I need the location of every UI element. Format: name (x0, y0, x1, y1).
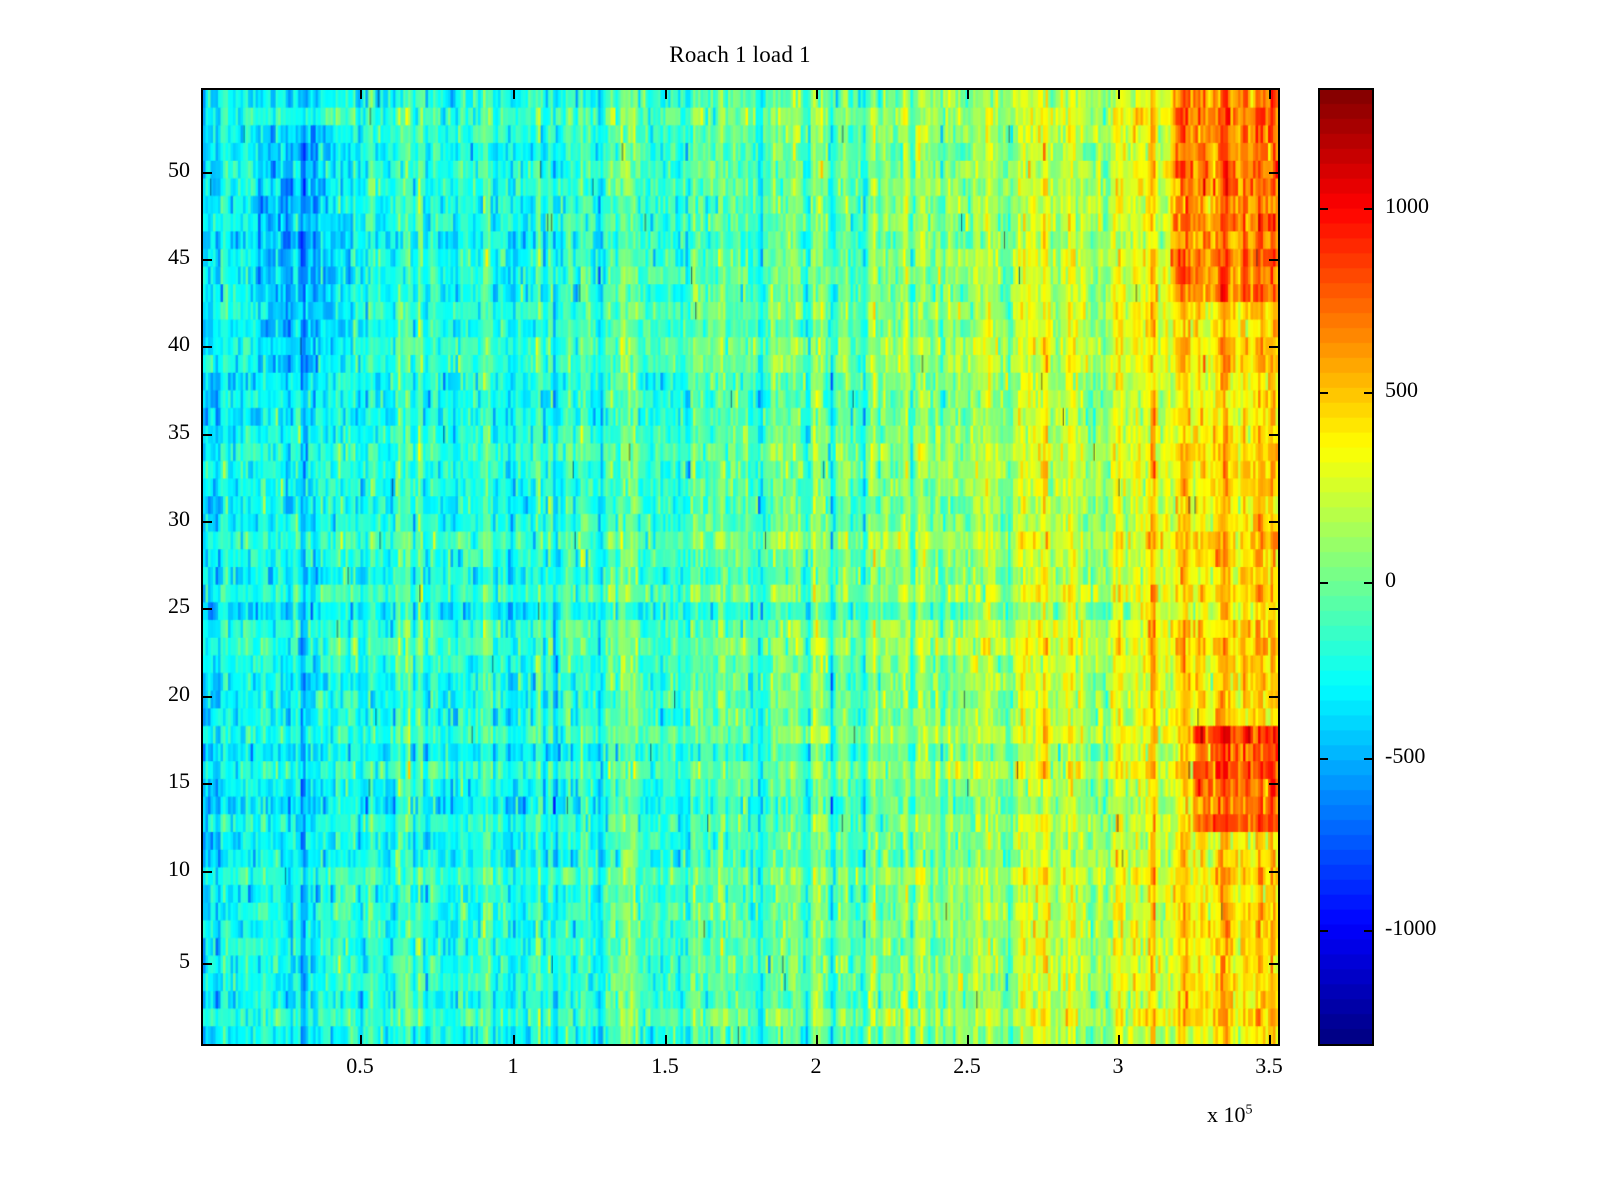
colorbar-tick-mark (1318, 582, 1328, 584)
y-tick-label: 5 (179, 948, 190, 973)
colorbar-tick-mark (1318, 930, 1328, 932)
x-tick-mark-top (360, 88, 362, 99)
y-tick-mark (201, 521, 212, 523)
colorbar-tick-mark-right (1364, 208, 1374, 210)
y-tick-label: 20 (168, 681, 190, 706)
y-tick-mark-right (1269, 434, 1280, 436)
x-exponent-power: 5 (1245, 1102, 1253, 1118)
colorbar-tick-mark-right (1364, 582, 1374, 584)
colorbar-tick-mark (1318, 758, 1328, 760)
x-tick-label: 2.5 (953, 1053, 981, 1078)
x-tick-mark (1118, 1035, 1120, 1046)
x-tick-mark-top (665, 88, 667, 99)
x-tick-mark-top (1118, 88, 1120, 99)
colorbar-tick-label: 0 (1385, 567, 1396, 592)
y-tick-label: 40 (168, 331, 190, 356)
colorbar-tick-label: -1000 (1385, 915, 1437, 940)
x-tick-label: 1.5 (651, 1053, 679, 1078)
x-tick-label: 3.5 (1255, 1053, 1283, 1078)
x-tick-mark (513, 1035, 515, 1046)
colorbar-tick-label: 1000 (1385, 193, 1429, 218)
y-tick-label: 50 (168, 157, 190, 182)
x-tick-label: 2 (810, 1053, 822, 1078)
y-tick-mark-right (1269, 608, 1280, 610)
colorbar-gradient (1320, 90, 1372, 1044)
x-tick-mark-top (513, 88, 515, 99)
y-tick-mark-right (1269, 696, 1280, 698)
y-tick-mark (201, 783, 212, 785)
colorbar-tick-label: -500 (1385, 743, 1426, 768)
x-tick-mark (967, 1035, 969, 1046)
y-tick-label: 15 (168, 768, 190, 793)
y-tick-label: 10 (168, 856, 190, 881)
x-tick-label: 0.5 (346, 1053, 374, 1078)
colorbar-tick-mark-right (1364, 930, 1374, 932)
y-tick-label: 45 (168, 244, 190, 269)
y-tick-mark (201, 871, 212, 873)
y-tick-mark-right (1269, 172, 1280, 174)
y-tick-mark (201, 434, 212, 436)
y-tick-mark (201, 963, 212, 965)
x-tick-mark (816, 1035, 818, 1046)
x-tick-mark-top (816, 88, 818, 99)
x-tick-mark (1269, 1035, 1271, 1046)
y-tick-mark-right (1269, 963, 1280, 965)
page-title: Roach 1 load 1 (669, 42, 811, 67)
x-tick-mark-top (967, 88, 969, 99)
y-tick-mark-right (1269, 783, 1280, 785)
y-tick-label: 30 (168, 506, 190, 531)
x-tick-mark (665, 1035, 667, 1046)
y-tick-mark-right (1269, 871, 1280, 873)
colorbar-tick-mark (1318, 392, 1328, 394)
x-tick-label: 1 (507, 1053, 519, 1078)
x-exponent-base: x 10 (1207, 1102, 1246, 1127)
y-tick-mark-right (1269, 346, 1280, 348)
y-tick-mark (201, 259, 212, 261)
x-tick-mark-top (1269, 88, 1271, 99)
y-tick-label: 35 (168, 419, 190, 444)
colorbar-tick-mark (1318, 208, 1328, 210)
y-tick-mark-right (1269, 521, 1280, 523)
colorbar-tick-mark-right (1364, 758, 1374, 760)
x-axis-exponent-label: x 105 (1207, 1102, 1253, 1128)
y-tick-mark (201, 346, 212, 348)
heatmap-axes (201, 88, 1280, 1046)
colorbar (1318, 88, 1374, 1046)
y-tick-mark (201, 696, 212, 698)
x-tick-label: 3 (1112, 1053, 1124, 1078)
x-tick-mark (360, 1035, 362, 1046)
y-tick-mark-right (1269, 259, 1280, 261)
y-tick-mark (201, 608, 212, 610)
colorbar-tick-mark-right (1364, 392, 1374, 394)
colorbar-tick-label: 500 (1385, 377, 1418, 402)
y-tick-mark (201, 172, 212, 174)
heatmap-image (203, 90, 1278, 1044)
y-tick-label: 25 (168, 593, 190, 618)
